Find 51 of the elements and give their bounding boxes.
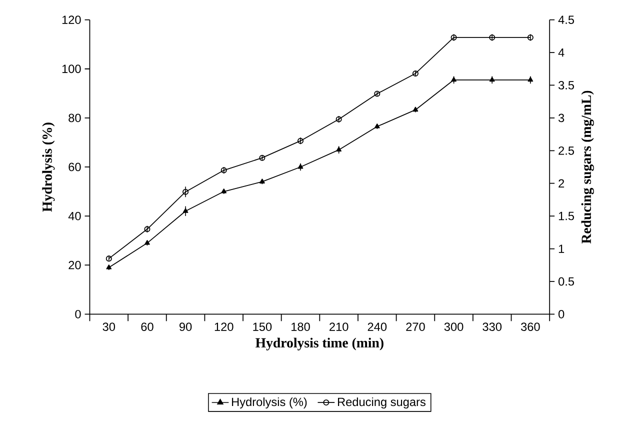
y-tick-label: 120 xyxy=(62,16,81,24)
point xyxy=(489,34,496,40)
point xyxy=(182,208,188,213)
point xyxy=(298,164,304,169)
y-tick-label: 60 xyxy=(68,162,81,172)
legend-label: Hydrolysis (%) xyxy=(232,397,307,408)
y-axis-title: Hydrolysis (%) xyxy=(42,122,55,212)
point xyxy=(450,34,457,40)
point xyxy=(259,154,266,161)
point xyxy=(489,76,495,82)
y-tick-label: 0 xyxy=(75,310,81,318)
point xyxy=(106,264,112,270)
point xyxy=(412,106,418,112)
point xyxy=(220,167,227,174)
y2-tick-label: 0 xyxy=(558,310,564,318)
y2-tick-label: 2.5 xyxy=(558,146,574,155)
y-tick-label: 40 xyxy=(68,212,81,220)
x-tick-label: 270 xyxy=(406,322,425,331)
x-tick-label: 150 xyxy=(253,322,272,331)
point xyxy=(374,90,380,97)
x-tick-label: 120 xyxy=(214,322,234,331)
point xyxy=(182,188,189,195)
point xyxy=(297,138,304,144)
x-tick-label: 240 xyxy=(368,322,387,331)
y2-tick-label: 0.5 xyxy=(558,277,574,286)
y2-tick-label: 1 xyxy=(558,244,564,253)
x-tick-label: 180 xyxy=(292,322,310,331)
y2-tick-label: 4.5 xyxy=(558,16,574,24)
point xyxy=(374,123,380,128)
point xyxy=(221,188,227,194)
y-tick-label: 100 xyxy=(62,64,81,73)
y2-tick-label: 2 xyxy=(558,179,564,188)
y-tick-label: 80 xyxy=(68,114,81,122)
point xyxy=(336,116,342,122)
x-tick-label: 210 xyxy=(330,322,348,331)
point xyxy=(412,70,418,76)
y2-tick-label: 4 xyxy=(558,48,564,57)
x-tick-label: 30 xyxy=(102,322,116,331)
x-tick-label: 330 xyxy=(482,322,502,331)
y2-axis-title: Reducing sugars (mg/mL) xyxy=(581,90,594,244)
point xyxy=(144,226,150,232)
x-tick-label: 60 xyxy=(141,322,154,331)
y2-tick-label: 3.5 xyxy=(558,80,574,90)
x-tick-label: 300 xyxy=(444,322,464,331)
y2-tick-label: 1.5 xyxy=(558,212,574,220)
x-axis-title: Hydrolysis time (min) xyxy=(256,338,384,350)
y2-tick-label: 3 xyxy=(558,114,564,122)
y-tick-label: 20 xyxy=(68,260,81,270)
x-tick-label: 360 xyxy=(521,322,540,331)
legend-label: Reducing sugars xyxy=(338,397,426,408)
x-tick-label: 90 xyxy=(180,322,192,331)
